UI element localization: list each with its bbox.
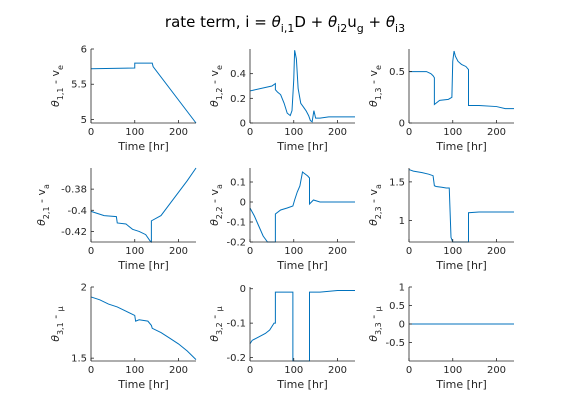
- x-tick-label: 200: [169, 127, 188, 138]
- y-tick-label: -0.1: [226, 218, 246, 229]
- series-line: [90, 62, 197, 124]
- x-tick-label: 200: [328, 246, 347, 257]
- plot-area: [250, 49, 355, 123]
- x-tick-label: 100: [443, 365, 462, 376]
- series-line: [409, 50, 514, 110]
- x-axis-label: Time [hr]: [276, 378, 328, 391]
- y-tick-label: -0.42: [61, 227, 87, 238]
- y-tick-label: 0.4: [230, 69, 246, 80]
- subplot-5: 0 100 200 -0.2 -0.1 0 0.1 Time [hr] θ2,2 - va: [208, 168, 355, 272]
- x-tick-label: 100: [284, 365, 303, 376]
- y-tick-label: 2: [81, 283, 87, 294]
- x-axis-label: Time [hr]: [435, 378, 487, 391]
- x-tick-label: 100: [284, 127, 303, 138]
- plot-area: [250, 168, 355, 242]
- x-tick-label: 100: [125, 246, 144, 257]
- y-tick-label: 5: [81, 115, 87, 126]
- plot-area: [409, 168, 514, 242]
- subplot-4: 0 100 200 -0.42 -0.4 -0.38 Time [hr] θ2,1 - va: [35, 167, 197, 272]
- y-tick-label: 0: [240, 284, 246, 295]
- x-tick-label: 200: [487, 246, 506, 257]
- series-line: [249, 50, 355, 123]
- series-line: [249, 289, 355, 362]
- series-line: [90, 296, 197, 360]
- subplot-2: 0 100 200 0 0.2 0.4 Time [hr] θ1,2 - ve: [208, 49, 355, 153]
- subplot-6: 0 100 200 1 1.5 Time [hr] θ2,3 - va: [367, 168, 514, 272]
- plot-area: [91, 287, 196, 361]
- x-axis-label: Time [hr]: [117, 259, 169, 272]
- subplot-3: 0 100 200 0 0.5 Time [hr] θ1,3 - ve: [367, 49, 514, 153]
- y-tick-label: 1: [399, 216, 405, 227]
- y-tick-label: -0.2: [226, 353, 246, 364]
- y-tick-label: 0: [240, 119, 246, 130]
- x-tick-label: 200: [487, 127, 506, 138]
- x-axis-label: Time [hr]: [276, 140, 328, 153]
- x-axis-label: Time [hr]: [117, 378, 169, 391]
- x-axis-label: Time [hr]: [435, 259, 487, 272]
- figure-title: rate term, i = θi,1D + θi2ug + θi3: [165, 13, 405, 35]
- series-line: [408, 169, 514, 243]
- y-tick-label: 1.5: [71, 354, 87, 365]
- subplot-7: 0 100 200 1.5 2 Time [hr] θ3,1 - μ: [49, 283, 197, 391]
- x-axis-label: Time [hr]: [117, 140, 169, 153]
- y-tick-label: -0.1: [226, 319, 246, 330]
- x-tick-label: 200: [487, 365, 506, 376]
- x-tick-label: 200: [169, 246, 188, 257]
- x-axis-label: Time [hr]: [276, 259, 328, 272]
- y-tick-label: 1.5: [389, 177, 405, 188]
- y-tick-label: 6: [81, 45, 87, 56]
- y-axis-label: θ2,1 - va: [35, 184, 51, 226]
- x-tick-label: 100: [125, 365, 144, 376]
- y-tick-label: 0: [399, 119, 405, 130]
- x-tick-label: 100: [443, 246, 462, 257]
- plot-area: [91, 49, 196, 123]
- x-tick-label: 100: [443, 127, 462, 138]
- subplot-8: 0 100 200 -0.2 -0.1 0 Time [hr] θ3,2 - μ: [208, 284, 355, 391]
- y-tick-label: -0.2: [226, 238, 246, 249]
- y-tick-label: 0.5: [389, 67, 405, 78]
- y-tick-label: 0.2: [230, 94, 246, 105]
- y-tick-label: -0.5: [385, 338, 405, 349]
- x-tick-label: 0: [406, 127, 412, 138]
- x-axis-label: Time [hr]: [435, 140, 487, 153]
- y-axis-label: θ1,3 - ve: [367, 65, 383, 107]
- y-axis-label: θ3,3 - μ: [367, 306, 383, 342]
- x-tick-label: 0: [88, 365, 94, 376]
- y-axis-label: θ1,1 - ve: [49, 65, 65, 107]
- y-axis-label: θ3,1 - μ: [49, 306, 65, 342]
- y-tick-label: -0.4: [67, 206, 87, 217]
- y-tick-label: -0.38: [61, 185, 87, 196]
- y-tick-label: 0: [399, 320, 405, 331]
- x-tick-label: 0: [88, 127, 94, 138]
- plot-area: [91, 168, 196, 242]
- y-tick-label: 1: [399, 283, 405, 294]
- x-tick-label: 0: [406, 365, 412, 376]
- y-tick-label: 0.1: [230, 178, 246, 189]
- x-tick-label: 100: [125, 127, 144, 138]
- x-tick-label: 0: [247, 127, 253, 138]
- x-tick-label: 100: [284, 246, 303, 257]
- y-tick-label: 0.5: [389, 301, 405, 312]
- x-tick-label: 0: [247, 246, 253, 257]
- y-tick-label: 0: [240, 198, 246, 209]
- subplot-1: 0 100 200 5 5.5 6 Time [hr] θ1,1 - ve: [49, 45, 197, 153]
- y-axis-label: θ1,2 - ve: [208, 65, 224, 107]
- y-axis-label: θ3,2 - μ: [208, 306, 224, 342]
- x-tick-label: 200: [328, 365, 347, 376]
- x-tick-label: 0: [247, 365, 253, 376]
- plot-area: [250, 287, 355, 361]
- x-tick-label: 0: [88, 246, 94, 257]
- series-line: [90, 167, 197, 244]
- plot-area: [409, 49, 514, 123]
- x-tick-label: 200: [328, 127, 347, 138]
- subplot-9: 0 100 200 -0.5 0 0.5 1 Time [hr] θ3,3 - μ: [367, 283, 514, 391]
- y-axis-label: θ2,2 - va: [208, 184, 224, 226]
- x-tick-label: 200: [169, 365, 188, 376]
- y-tick-label: 5.5: [71, 80, 87, 91]
- y-axis-label: θ2,3 - va: [367, 184, 383, 226]
- x-tick-label: 0: [406, 246, 412, 257]
